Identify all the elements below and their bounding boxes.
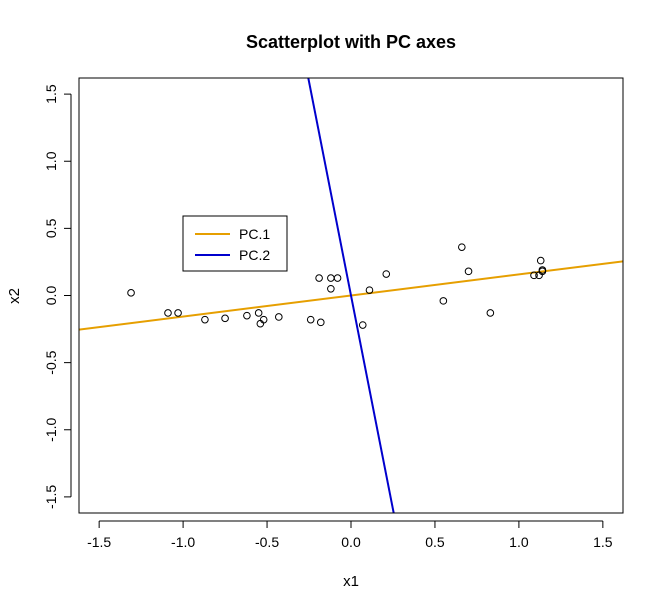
data-point [316,318,325,327]
x-tick-label: 1.0 [509,534,529,550]
data-point [358,321,367,329]
y-tick-label: 1.5 [43,84,59,104]
y-tick-label: 1.0 [43,151,59,171]
y-tick-label: -0.5 [43,350,59,374]
pc-line-2 [307,78,395,513]
y-axis-label: x2 [6,288,23,304]
x-tick-label: 0.5 [425,534,445,550]
data-point [127,289,135,297]
data-point [327,274,335,282]
data-point [254,309,263,317]
x-tick-label: -1.5 [87,534,111,550]
data-point [306,315,315,324]
data-point [201,315,209,324]
data-point [327,284,335,293]
x-tick-label: -0.5 [255,534,279,550]
data-point [486,309,495,317]
legend: PC.1 PC.2 [182,215,288,272]
data-point [382,270,391,278]
data-point [164,309,172,317]
y-tick-label: -1.5 [43,485,59,509]
plot-frame [78,77,624,514]
data-point [458,243,466,251]
points-layer [127,243,547,329]
data-point [464,267,473,276]
x-axis: -1.5 -1.0 -0.5 0.0 0.5 1.0 1.5 [87,520,613,550]
data-point [174,309,182,317]
x-axis-label: x1 [343,573,359,590]
data-point [538,267,547,276]
data-point [221,314,229,323]
data-point [243,311,251,320]
legend-box [182,215,288,272]
legend-label-pc1: PC.1 [239,226,270,242]
x-tick-label: -1.0 [171,534,195,550]
legend-label-pc2: PC.2 [239,247,270,263]
data-point [439,297,448,305]
data-point [315,274,323,282]
y-axis: -1.5 -1.0 -0.5 0.0 0.5 1.0 1.5 [43,84,72,509]
y-tick-label: 0.0 [43,286,59,306]
y-tick-label: 0.5 [43,218,59,238]
data-point [259,315,268,324]
x-tick-label: 1.5 [593,534,613,550]
data-point [536,256,545,265]
x-tick-label: 0.0 [341,534,361,550]
data-point [365,286,374,294]
y-tick-label: -1.0 [43,417,59,441]
chart-title: Scatterplot with PC axes [246,32,456,52]
data-point [530,271,538,280]
data-point [275,313,283,321]
data-point [333,274,342,282]
